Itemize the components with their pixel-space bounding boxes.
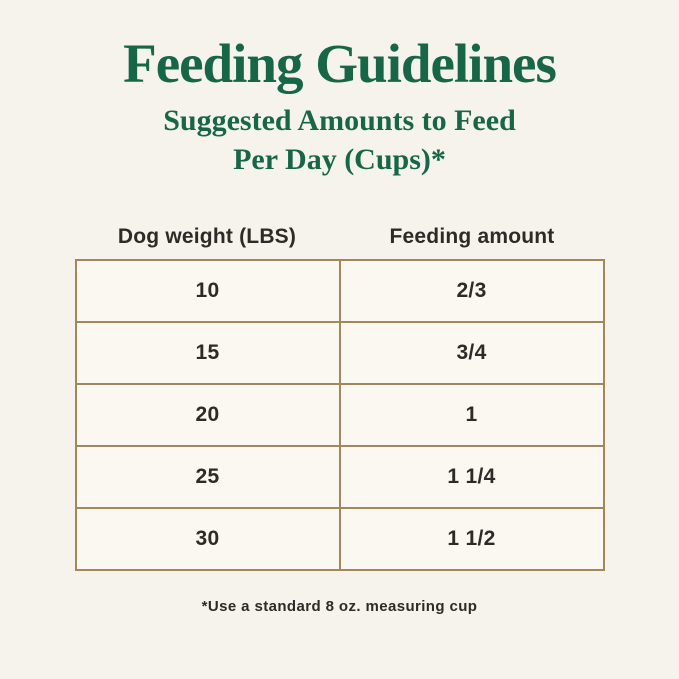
table-row: 20 1: [74, 382, 605, 447]
column-header-dog-weight: Dog weight (LBS): [117, 224, 297, 248]
cell-amount: 2/3: [338, 258, 605, 323]
cell-amount: 1 1/2: [338, 506, 605, 571]
cell-amount: 1: [338, 382, 605, 447]
cell-weight: 15: [74, 320, 341, 385]
cell-weight: 30: [74, 506, 341, 571]
cell-weight: 20: [74, 382, 341, 447]
cell-weight: 10: [74, 258, 341, 323]
subtitle-line-2: Per Day (Cups)*: [233, 142, 446, 176]
table-row: 15 3/4: [74, 320, 605, 385]
table-row: 10 2/3: [74, 258, 605, 323]
column-header-feeding-amount: Feeding amount: [389, 224, 555, 248]
table-row: 30 1 1/2: [74, 506, 605, 571]
cell-amount: 1 1/4: [338, 444, 605, 509]
subtitle-line-1: Suggested Amounts to Feed: [163, 103, 516, 137]
feeding-table: 10 2/3 15 3/4 20 1 25 1 1/4 30 1 1/2: [74, 258, 605, 571]
page-subtitle: Suggested Amounts to Feed Per Day (Cups)…: [0, 101, 679, 179]
cell-weight: 25: [74, 444, 341, 509]
table-row: 25 1 1/4: [74, 444, 605, 509]
page-title: Feeding Guidelines: [123, 33, 557, 94]
measuring-cup-footnote: *Use a standard 8 oz. measuring cup: [201, 597, 478, 615]
table-column-headers: Dog weight (LBS) Feeding amount: [75, 225, 605, 249]
cell-amount: 3/4: [338, 320, 605, 385]
